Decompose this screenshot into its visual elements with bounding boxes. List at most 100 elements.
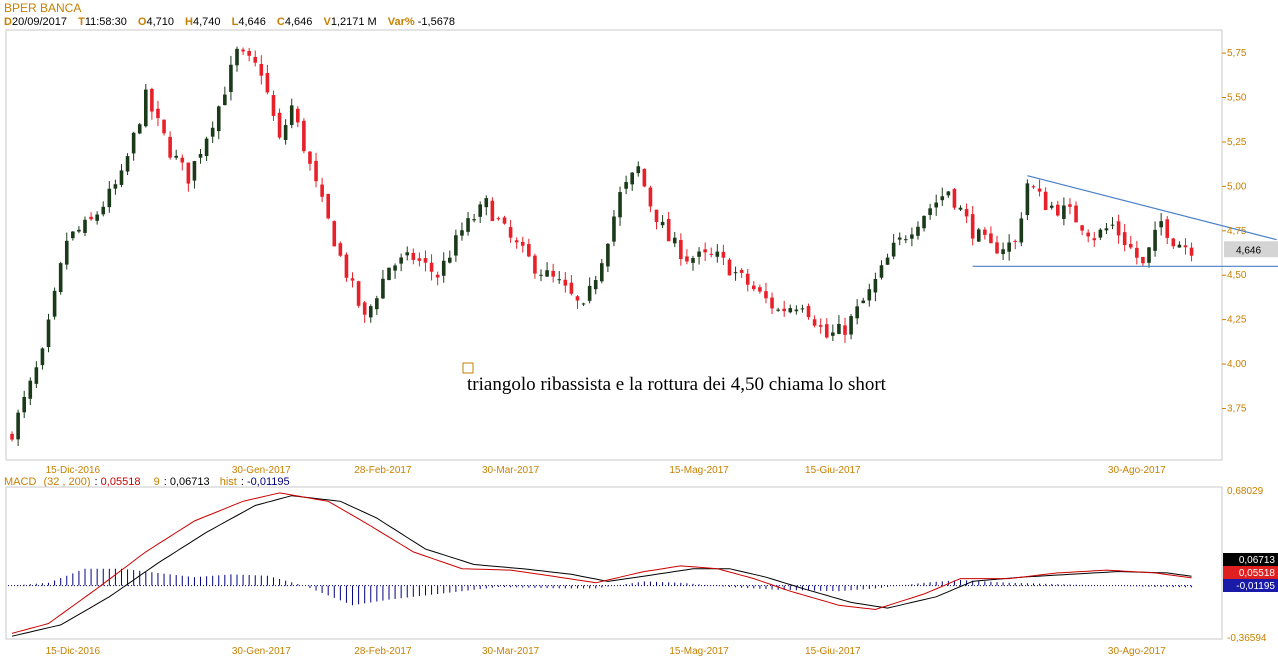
candle-body <box>855 306 859 319</box>
candle-body <box>1189 247 1194 256</box>
candle-body <box>916 226 920 236</box>
candle-body <box>235 48 239 66</box>
candle-body <box>180 157 185 163</box>
candle-body <box>362 302 367 315</box>
candle-body <box>958 207 963 210</box>
candle-body <box>10 433 14 440</box>
candle-body <box>381 278 385 299</box>
quote-time: T11:58:30 <box>78 16 127 28</box>
price-tick-label: 5,25 <box>1227 137 1247 148</box>
candle-body <box>776 309 780 311</box>
candle-body <box>1025 183 1030 216</box>
quote-date: D20/09/2017 <box>4 16 68 28</box>
candle-body <box>417 258 422 261</box>
candle-body <box>831 332 835 336</box>
date-tick-label-macd: 30-Mar-2017 <box>482 646 540 657</box>
candle-body <box>587 285 592 301</box>
candle-body <box>527 244 531 257</box>
date-tick-label: 30-Ago-2017 <box>1108 465 1166 476</box>
candle-body <box>922 215 926 229</box>
candle-body <box>429 262 434 272</box>
candle-body <box>204 138 209 157</box>
date-tick-label-macd: 15-Giu-2017 <box>805 646 861 657</box>
quote-volume: V1,2171 M <box>323 16 377 28</box>
macd-signal-period: 9 <box>153 476 160 488</box>
candle-body <box>71 231 75 239</box>
quote-bar: D20/09/2017 T11:58:30 O4,710 H4,740 L4,6… <box>4 16 463 28</box>
candle-body <box>259 64 264 76</box>
candle-body <box>940 196 945 201</box>
candle-body <box>393 265 397 271</box>
date-tick-label: 15-Giu-2017 <box>805 465 861 476</box>
candle-body <box>1122 232 1127 246</box>
candle-body <box>964 209 969 217</box>
macd-hist-box-label: -0,01195 <box>1236 581 1275 592</box>
candle-body <box>350 278 355 281</box>
candle-body <box>1019 218 1024 243</box>
candle-body <box>64 240 69 265</box>
candle-body <box>715 251 720 257</box>
candle-body <box>946 191 951 196</box>
quote-open: O4,710 <box>137 16 174 28</box>
candle-body <box>174 155 178 158</box>
candle-body <box>691 258 695 263</box>
candle-body <box>210 127 215 137</box>
candle-body <box>679 240 683 259</box>
candle-body <box>904 239 908 241</box>
candle-body <box>1116 221 1121 236</box>
candle-body <box>1043 191 1048 211</box>
candle-body <box>952 189 957 208</box>
candle-body <box>198 154 203 158</box>
candle-body <box>624 182 628 189</box>
date-tick-label-macd: 30-Ago-2017 <box>1108 646 1166 657</box>
candle-body <box>89 216 93 220</box>
candle-body <box>983 229 987 235</box>
candle-body <box>843 325 847 335</box>
macd-panel: 0,68029 -0,36594 0,06713 0,05518 -0,01195 <box>8 486 1278 644</box>
candle-body <box>405 252 410 256</box>
macd-line <box>11 492 1192 634</box>
quote-close: C4,646 <box>276 16 313 28</box>
price-tick-label: 5,75 <box>1227 48 1247 59</box>
candle-body <box>873 278 878 293</box>
candle-body <box>618 192 622 218</box>
candle-body <box>1092 238 1097 241</box>
candle-body <box>697 251 701 257</box>
candle-body <box>435 274 440 278</box>
candle-body <box>216 106 221 132</box>
candle-body <box>1056 204 1060 216</box>
candle-body <box>1171 238 1176 247</box>
candle-body <box>533 255 537 274</box>
candle-body <box>308 151 312 164</box>
candle-body <box>34 367 39 384</box>
candle-body <box>192 161 197 181</box>
quote-low: L4,646 <box>231 16 266 28</box>
candle-body <box>441 260 446 276</box>
candle-body <box>520 241 525 246</box>
candle-body <box>460 230 464 236</box>
price-tick-label: 5,00 <box>1227 181 1247 192</box>
candle-body <box>478 204 482 217</box>
macd-hist-key: hist <box>219 476 237 488</box>
date-tick-label-macd: 28-Feb-2017 <box>354 646 412 657</box>
candle-body <box>1153 229 1157 251</box>
candle-body <box>910 234 914 239</box>
macd-params: (32 , 200) <box>43 476 91 488</box>
candle-body <box>837 324 841 334</box>
macd-header: MACD (32 , 200): 0,05518 9: 0,06713 hist… <box>4 476 290 488</box>
candle-body <box>22 396 26 413</box>
candle-body <box>241 49 245 52</box>
date-tick-label-macd: 15-Dic-2016 <box>46 646 101 657</box>
date-tick-label-macd: 15-Mag-2017 <box>669 646 729 657</box>
candle-body <box>137 124 142 134</box>
candle-body <box>745 273 750 285</box>
candle-body <box>1013 240 1018 242</box>
candle-body <box>612 216 616 242</box>
candle-body <box>277 112 282 138</box>
candle-body <box>879 265 884 278</box>
candle-body <box>581 303 586 305</box>
quote-var: Var% -1,5678 <box>387 16 456 28</box>
candle-body <box>606 243 610 267</box>
candle-body <box>1147 247 1151 263</box>
